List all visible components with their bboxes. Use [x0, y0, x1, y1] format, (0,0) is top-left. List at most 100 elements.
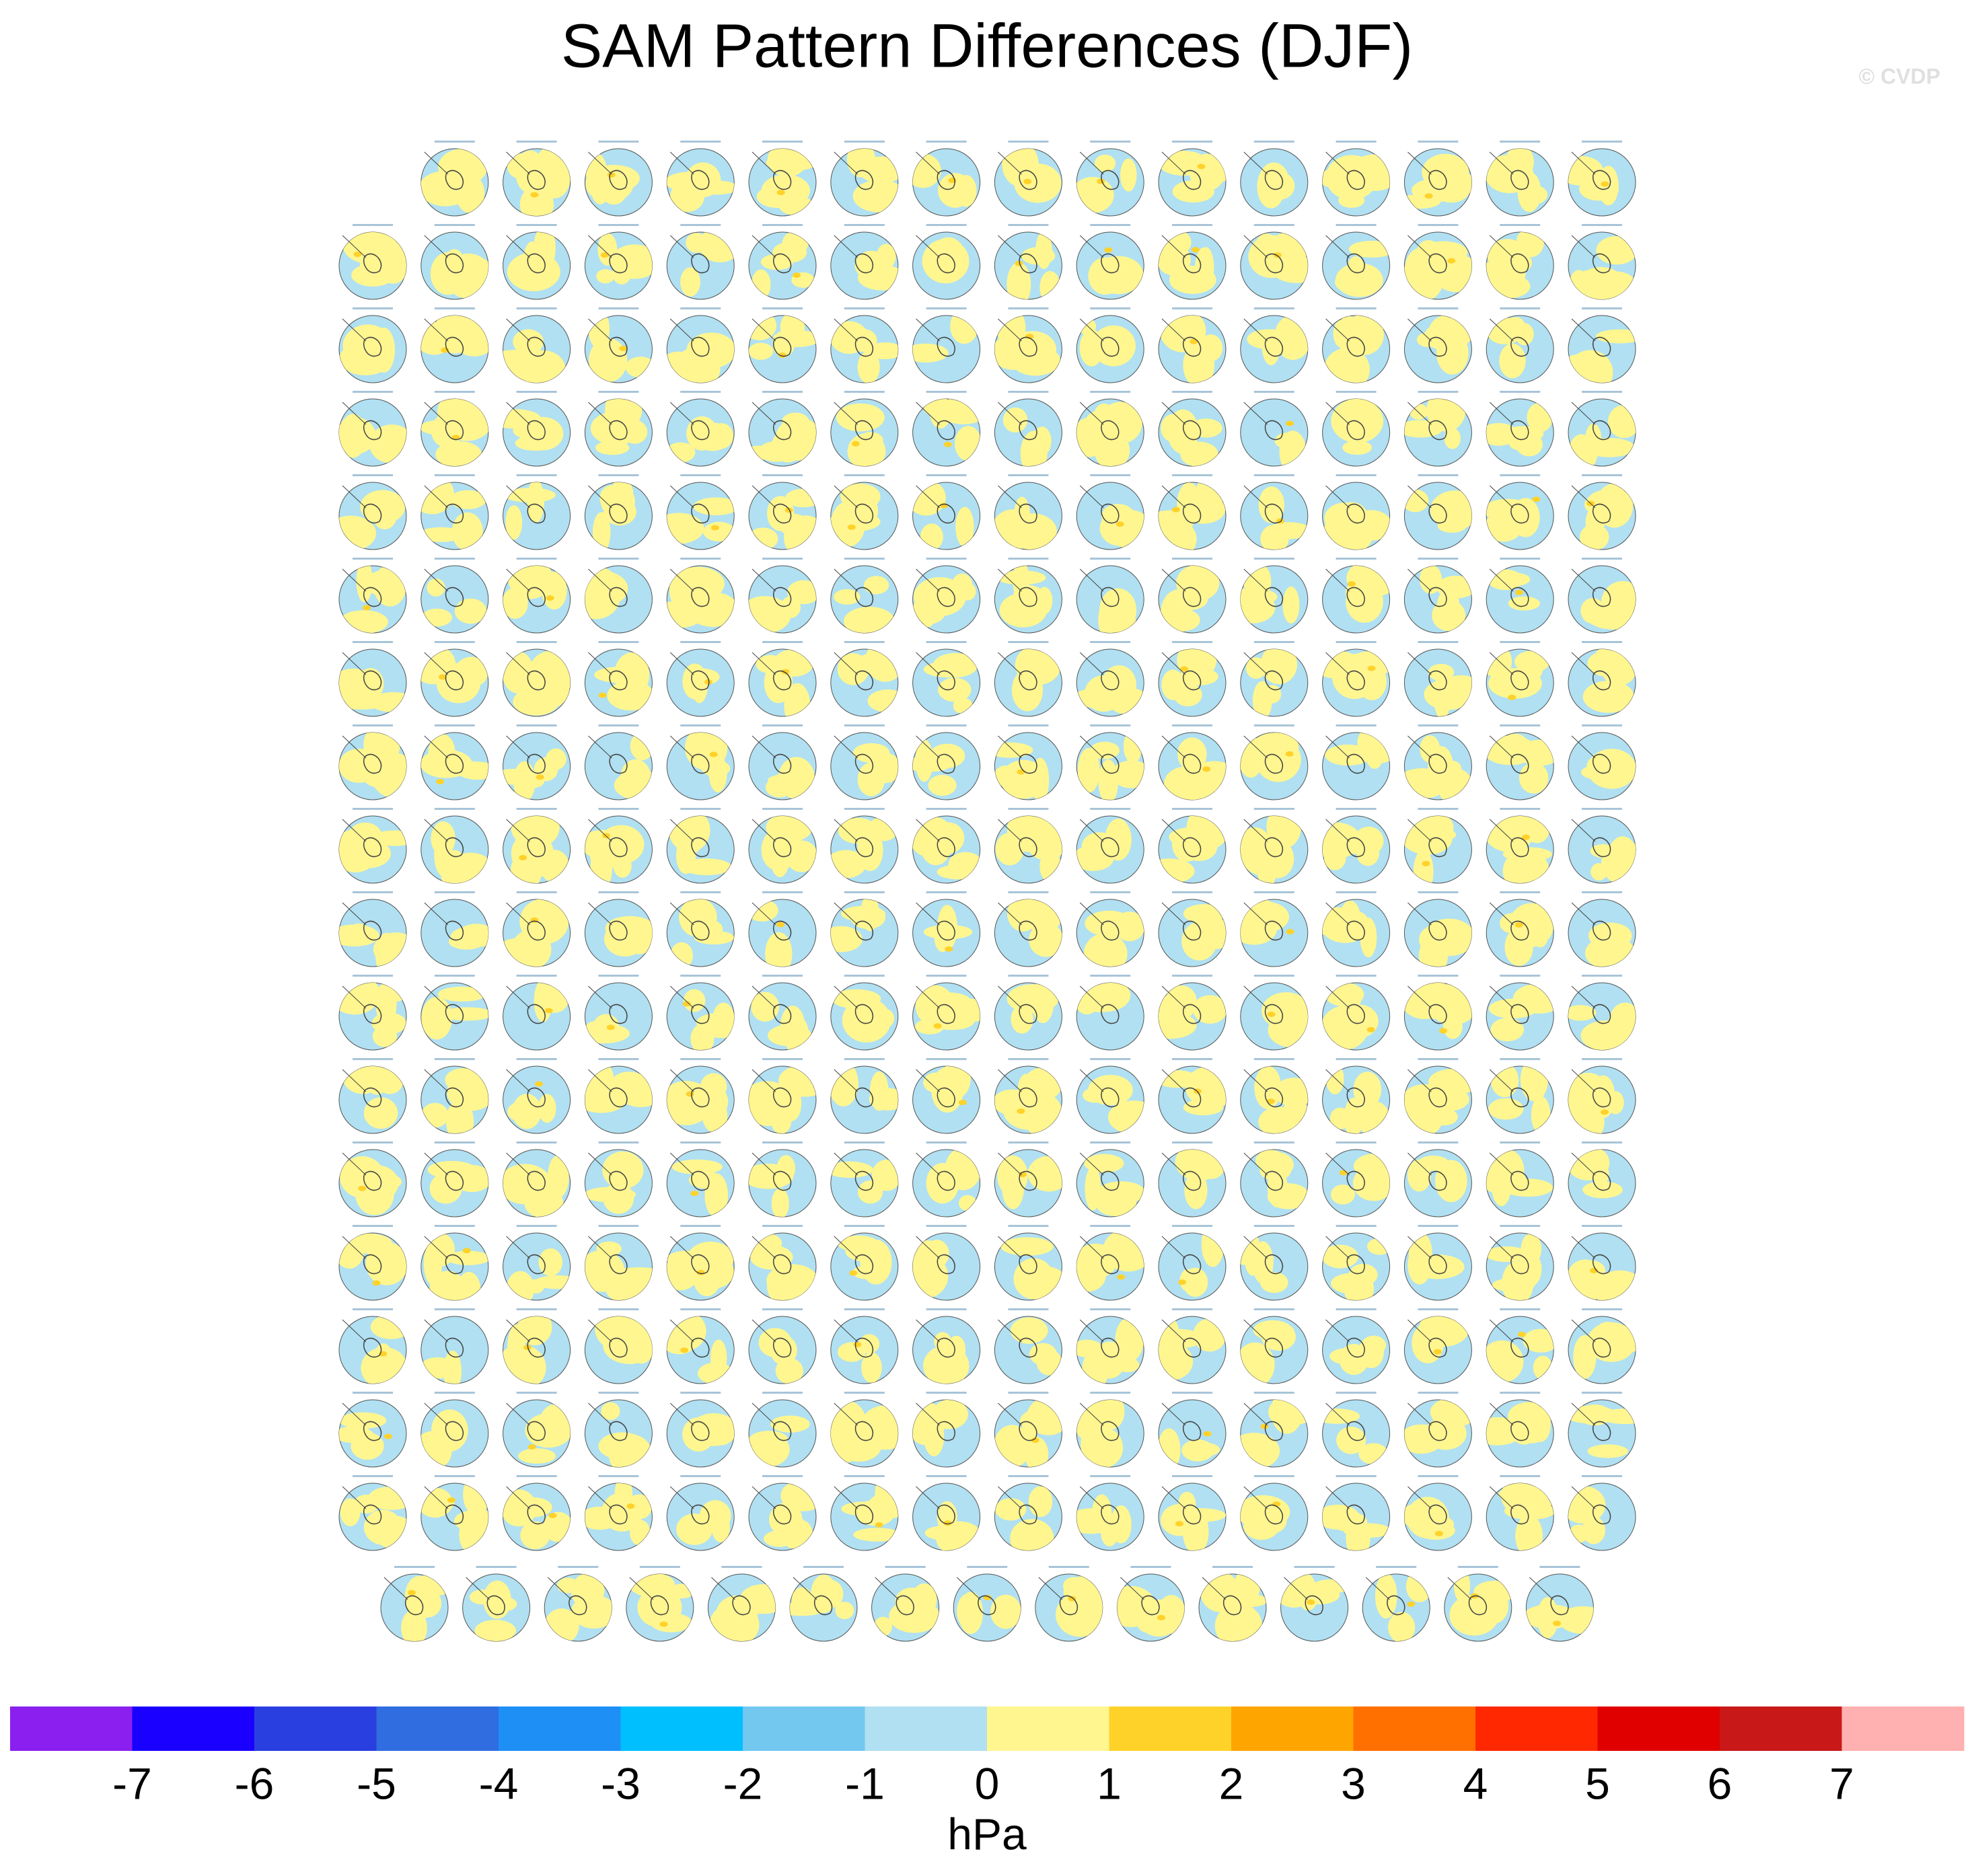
anomaly-blob — [780, 1006, 805, 1047]
anomaly-blob — [1019, 1408, 1062, 1434]
coastline — [1182, 1254, 1202, 1275]
map-fill — [1404, 816, 1457, 883]
anomaly-blob — [682, 858, 732, 876]
map-panel — [748, 891, 817, 967]
coastline — [772, 587, 792, 607]
anomaly-blob — [626, 1494, 653, 1519]
map-panel — [666, 1225, 735, 1301]
panel-title — [1418, 1392, 1459, 1394]
panel-title — [1090, 808, 1131, 810]
anomaly-blob — [1260, 1423, 1269, 1429]
colorbar-tick-label: 0 — [975, 1758, 1000, 1808]
map-panel — [1568, 1475, 1636, 1551]
panel-grid — [338, 141, 1636, 1642]
map-fill — [1076, 819, 1132, 871]
colorbar-tick-label: -7 — [112, 1758, 152, 1808]
map-panel — [912, 724, 981, 800]
anomaly-blob — [340, 1498, 361, 1527]
anomaly-blob — [538, 1094, 556, 1123]
anomaly-blob — [1336, 1426, 1366, 1454]
anomaly-blob — [1115, 1317, 1144, 1361]
coastline — [772, 1004, 792, 1024]
coastline — [669, 402, 694, 425]
anomaly-blob — [995, 833, 1024, 866]
anomaly-blob — [1111, 760, 1144, 788]
panel-title — [1090, 1141, 1131, 1143]
coastline — [342, 1319, 367, 1343]
anomaly-blob — [1116, 521, 1124, 527]
anomaly-blob — [612, 1072, 646, 1090]
anomaly-blob — [1076, 417, 1106, 457]
anomaly-blob — [871, 1088, 891, 1106]
map-panel — [1322, 1058, 1391, 1134]
anomaly-blob — [1123, 733, 1142, 763]
anomaly-blob — [817, 1579, 844, 1608]
anomaly-blob — [365, 1242, 406, 1285]
coastline — [1346, 1170, 1365, 1191]
anomaly-blob — [1172, 180, 1214, 203]
colorbar-box — [1720, 1706, 1842, 1751]
coastline — [669, 1319, 694, 1343]
anomaly-blob — [863, 576, 889, 595]
anomaly-blob — [372, 327, 396, 373]
coastline — [1325, 1069, 1350, 1092]
anomaly-blob — [650, 1613, 692, 1633]
map-panel — [994, 474, 1062, 550]
coastline — [1428, 1337, 1447, 1358]
map-panel — [912, 224, 981, 300]
map-panel — [1568, 641, 1636, 717]
coastline — [1489, 735, 1514, 759]
anomaly-blob — [1579, 524, 1609, 550]
map-fill — [503, 482, 556, 540]
anomaly-blob — [1116, 610, 1136, 632]
map-fill — [996, 566, 1053, 628]
anomaly-blob — [782, 232, 809, 255]
anomaly-blob — [708, 754, 727, 792]
anomaly-blob — [358, 1185, 367, 1191]
coastline — [1592, 1170, 1611, 1191]
coastline — [1079, 985, 1104, 1009]
anomaly-blob — [1084, 1154, 1124, 1173]
anomaly-blob — [534, 1081, 543, 1087]
coastline — [1182, 920, 1202, 941]
anomaly-blob — [1490, 1018, 1525, 1042]
panel-title — [1253, 1392, 1294, 1394]
anomaly-blob — [704, 1022, 735, 1039]
anomaly-blob — [1161, 669, 1185, 700]
anomaly-blob — [943, 441, 952, 447]
coastline — [669, 318, 694, 342]
anomaly-blob — [1608, 1002, 1636, 1047]
panel-title — [1090, 474, 1131, 476]
anomaly-blob — [1192, 995, 1226, 1024]
map-panel — [421, 141, 489, 217]
panel-title — [1336, 975, 1377, 977]
coastline — [1264, 1254, 1284, 1275]
colorbar-label: hPa — [947, 1809, 1027, 1859]
anomaly-blob — [1439, 1028, 1448, 1034]
coastline — [588, 1319, 612, 1343]
anomaly-blob — [1499, 343, 1526, 379]
panel-title — [1090, 1392, 1131, 1394]
map-panel — [584, 307, 653, 383]
panel-title — [1172, 558, 1212, 560]
map-panel — [338, 474, 407, 550]
coastline — [506, 485, 530, 509]
panel-title — [762, 1225, 803, 1227]
coastline — [1489, 1069, 1514, 1092]
anomaly-blob — [667, 1250, 708, 1268]
anomaly-blob — [626, 1503, 635, 1509]
panel-title — [516, 224, 557, 226]
colorbar-box — [254, 1706, 377, 1751]
anomaly-blob — [1159, 510, 1194, 536]
panel-title — [434, 224, 475, 226]
anomaly-blob — [1240, 1251, 1274, 1266]
anomaly-blob — [1002, 407, 1028, 433]
coastline — [1346, 587, 1365, 607]
coastline — [527, 670, 546, 691]
coastline — [424, 902, 449, 926]
coastline — [588, 485, 612, 509]
map-fill — [749, 1066, 816, 1133]
anomaly-blob — [775, 1357, 803, 1384]
anomaly-blob — [954, 426, 980, 461]
map-panel — [1486, 891, 1554, 967]
